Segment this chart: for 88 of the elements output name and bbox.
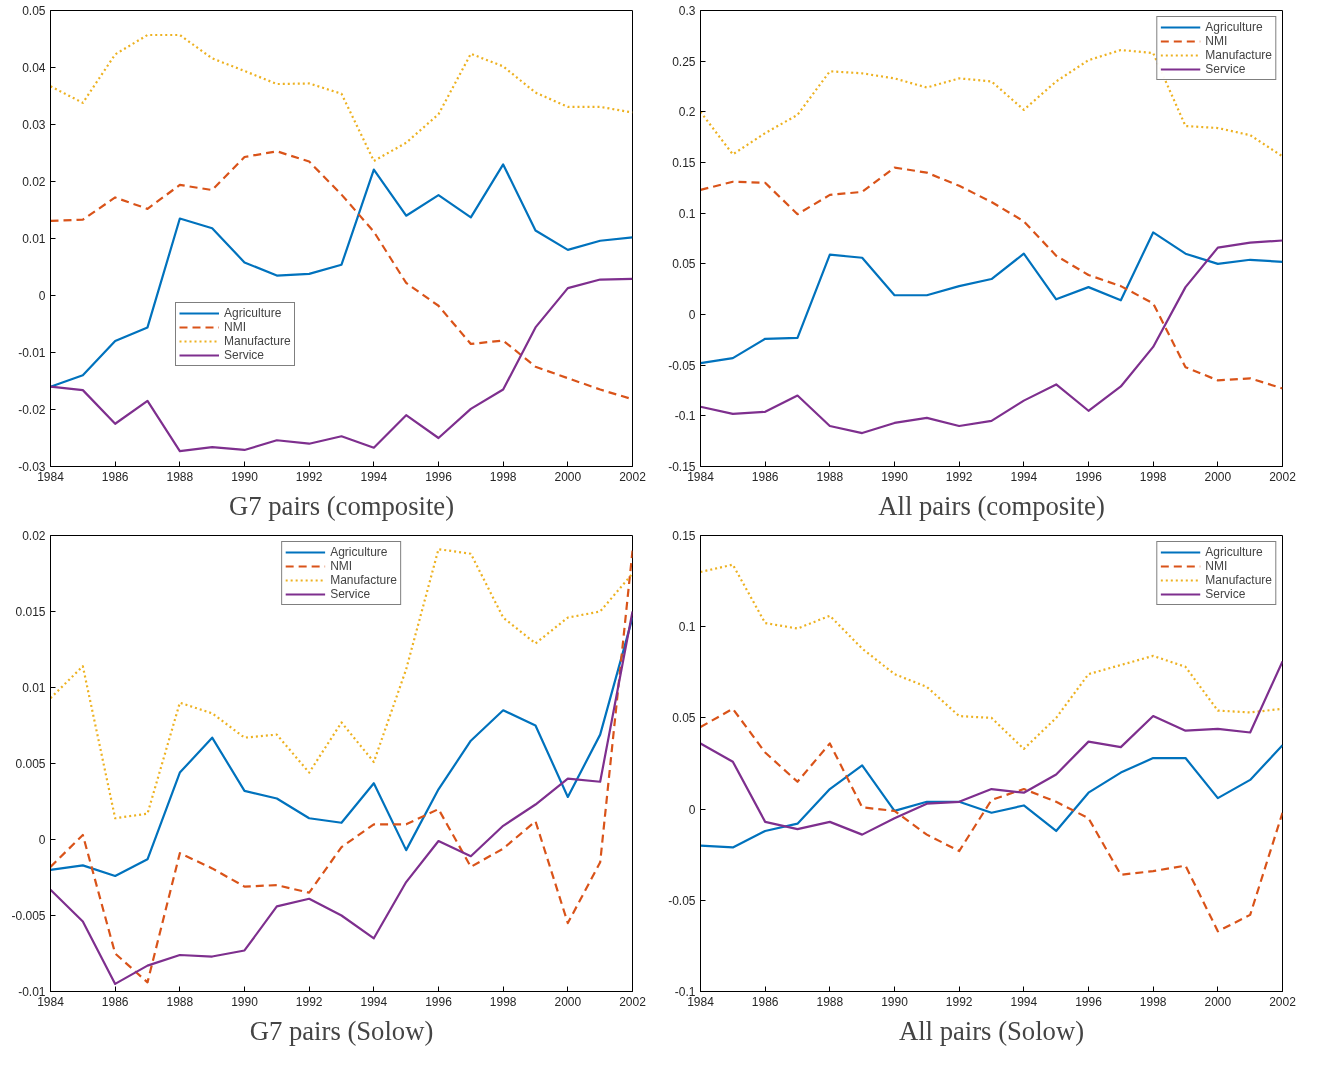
x-tick-label: 1992 — [945, 469, 973, 484]
x-tick-label: 1990 — [231, 469, 259, 484]
y-tick-label: 0.3 — [678, 4, 696, 18]
y-tick-label: 0.01 — [22, 232, 46, 246]
legend-label: Agriculture — [1205, 545, 1263, 559]
legend-label: Manufacture — [1205, 48, 1272, 62]
y-tick-label: -0.15 — [668, 460, 696, 474]
y-tick-label: 0.005 — [15, 757, 46, 771]
y-tick-label: -0.01 — [18, 346, 46, 360]
legend-label: NMI — [330, 559, 353, 573]
x-tick-label: 1998 — [1139, 469, 1167, 484]
x-tick-label: 1988 — [166, 994, 194, 1009]
y-tick-label: 0.01 — [22, 681, 46, 695]
x-tick-label: 1988 — [166, 469, 194, 484]
x-tick-label: 1986 — [101, 469, 129, 484]
legend-label: Service — [330, 587, 371, 601]
y-tick-label: 0 — [38, 833, 46, 847]
y-tick-label: 0 — [38, 289, 46, 303]
x-tick-label: 1992 — [945, 994, 973, 1009]
legend-label: Service — [1205, 62, 1246, 76]
x-tick-label: 1994 — [1010, 469, 1038, 484]
y-tick-label: -0.05 — [668, 358, 696, 373]
x-tick-label: 1998 — [489, 994, 517, 1009]
y-tick-label: 0.02 — [22, 529, 46, 543]
y-tick-label: 0.05 — [22, 4, 46, 18]
text: G7 pairs (Solow) — [249, 1015, 434, 1046]
x-tick-label: 1996 — [1075, 469, 1103, 484]
x-tick-label: 1994 — [360, 994, 388, 1009]
x-tick-label: 1988 — [816, 469, 844, 484]
legend-label: NMI — [1205, 559, 1228, 573]
y-tick-label: -0.01 — [18, 985, 46, 999]
y-tick-label: 0.05 — [672, 257, 696, 272]
x-tick-label: 1986 — [751, 994, 779, 1009]
x-tick-label: 1996 — [425, 994, 453, 1009]
x-tick-label: 1998 — [1139, 994, 1167, 1009]
x-tick-label: 1996 — [1075, 994, 1103, 1009]
text: G7 pairs (composite) — [228, 490, 455, 521]
y-tick-label: -0.05 — [668, 893, 696, 908]
x-tick-label: 1986 — [101, 994, 129, 1009]
y-tick-label: 0 — [688, 308, 696, 322]
legend-label: Service — [224, 348, 265, 362]
legend-label: Manufacture — [330, 573, 397, 587]
legend-label: NMI — [1205, 34, 1228, 48]
x-tick-label: 2000 — [554, 994, 582, 1009]
y-tick-label: -0.03 — [18, 460, 46, 474]
y-tick-label: -0.005 — [11, 909, 46, 923]
x-tick-label: 1992 — [295, 994, 323, 1009]
x-tick-label: 2002 — [619, 994, 647, 1009]
x-tick-label: 1988 — [816, 994, 844, 1009]
x-tick-label: 1994 — [360, 469, 388, 484]
y-tick-label: 0.03 — [22, 118, 46, 132]
legend-label: Agriculture — [224, 306, 282, 320]
legend-label: Manufacture — [1205, 573, 1272, 587]
x-tick-label: 1998 — [489, 469, 517, 484]
x-tick-label: 1986 — [751, 469, 779, 484]
y-tick-label: 0.25 — [672, 54, 696, 69]
x-tick-label: 1990 — [231, 994, 259, 1009]
y-tick-label: 0.1 — [678, 620, 696, 635]
legend-label: Manufacture — [224, 334, 291, 348]
y-tick-label: -0.1 — [674, 409, 696, 424]
legend-label: Service — [1205, 587, 1246, 601]
text: All pairs (Solow) — [898, 1015, 1085, 1046]
y-tick-label: 0.015 — [15, 605, 46, 619]
y-tick-label: 0.15 — [672, 529, 696, 543]
x-tick-label: 2000 — [554, 469, 582, 484]
legend-label: Agriculture — [330, 545, 388, 559]
x-tick-label: 1992 — [295, 469, 323, 484]
x-tick-label: 2002 — [619, 469, 647, 484]
x-tick-label: 2002 — [1269, 469, 1297, 484]
y-tick-label: 0.05 — [672, 711, 696, 726]
legend-label: NMI — [224, 320, 246, 334]
y-tick-label: 0.2 — [678, 105, 696, 120]
x-tick-label: 1996 — [425, 469, 453, 484]
x-tick-label: 2002 — [1269, 994, 1297, 1009]
x-tick-label: 1990 — [881, 994, 909, 1009]
x-tick-label: 2000 — [1204, 469, 1232, 484]
x-tick-label: 2000 — [1204, 994, 1232, 1009]
y-tick-label: 0.04 — [22, 61, 46, 75]
x-tick-label: 1990 — [881, 469, 909, 484]
y-tick-label: -0.02 — [18, 403, 46, 417]
text: All pairs (composite) — [878, 490, 1105, 521]
y-tick-label: 0 — [688, 802, 696, 817]
y-tick-label: -0.1 — [674, 985, 696, 999]
y-tick-label: 0.02 — [22, 175, 46, 189]
y-tick-label: 0.1 — [678, 206, 696, 221]
x-tick-label: 1994 — [1010, 994, 1038, 1009]
y-tick-label: 0.15 — [672, 156, 696, 170]
legend-label: Agriculture — [1205, 20, 1263, 34]
